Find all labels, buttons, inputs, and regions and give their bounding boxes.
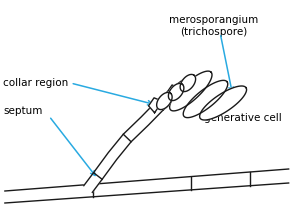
Polygon shape (200, 86, 247, 120)
Text: collar region: collar region (3, 78, 68, 88)
Polygon shape (148, 98, 162, 113)
Text: merosporangium
(trichospore): merosporangium (trichospore) (169, 15, 258, 37)
Polygon shape (167, 85, 179, 98)
Polygon shape (183, 80, 228, 118)
Polygon shape (157, 92, 172, 110)
Polygon shape (5, 169, 289, 203)
Polygon shape (169, 71, 212, 111)
Text: generative cell: generative cell (203, 113, 281, 123)
Polygon shape (84, 78, 191, 192)
Text: septum: septum (3, 106, 42, 116)
Polygon shape (180, 74, 196, 92)
Polygon shape (168, 83, 184, 101)
